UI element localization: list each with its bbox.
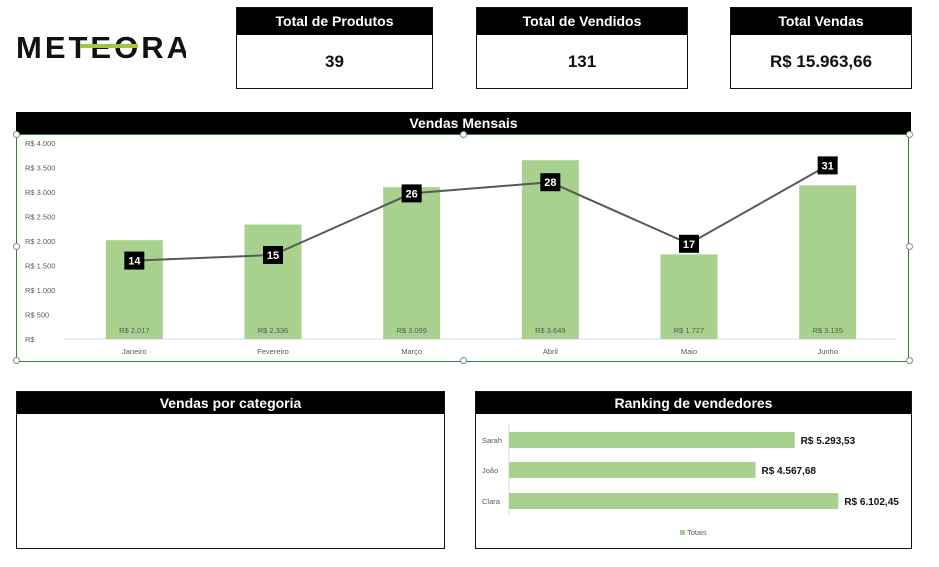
category-label: João: [482, 466, 498, 475]
kpi-label: Total de Vendidos: [477, 8, 687, 35]
bar-value-label: R$ 2.017: [119, 326, 149, 335]
bar-value-label: R$ 2.336: [258, 326, 288, 335]
bar-value-label: R$ 3.099: [396, 326, 426, 335]
line-point-marker: [817, 156, 838, 175]
bar: [799, 185, 857, 339]
kpi-total-produtos: Total de Produtos 39: [236, 7, 433, 89]
bar: [509, 462, 756, 478]
y-tick-label: R$ 3.500: [25, 164, 55, 173]
x-tick-label: Junho: [817, 347, 837, 356]
line-point-marker: [124, 251, 145, 270]
resize-handle[interactable]: [460, 357, 467, 364]
resize-handle[interactable]: [906, 243, 913, 250]
resize-handle[interactable]: [13, 131, 20, 138]
x-tick-label: Março: [401, 347, 422, 356]
category-label: Clara: [482, 497, 501, 506]
y-tick-label: R$ 3.000: [25, 188, 55, 197]
seller-ranking-title: Ranking de vendedores: [476, 392, 911, 414]
legend-label: Totais: [687, 528, 707, 537]
bar-value-label: R$ 5.293,53: [801, 436, 856, 447]
line-point-marker: [540, 173, 561, 192]
monthly-sales-title: Vendas Mensais: [16, 112, 911, 134]
y-tick-label: R$ 4.000: [25, 139, 55, 148]
x-tick-label: Abril: [543, 347, 558, 356]
kpi-total-vendas: Total Vendas R$ 15.963,66: [730, 7, 912, 89]
bar-value-label: R$ 4.567,68: [762, 466, 817, 477]
resize-handle[interactable]: [13, 243, 20, 250]
category-label: Sarah: [482, 436, 502, 445]
line-point-marker: [679, 234, 699, 253]
bar: [509, 432, 795, 448]
line-point-marker: [263, 246, 283, 264]
kpi-value: 131: [567, 52, 597, 71]
monthly-sales-panel: Vendas Mensais R$ R$ 500 R$ 1.000 R$ 1.500 R…: [13, 112, 913, 364]
line-value-label: 17: [683, 239, 695, 251]
line-point-marker: [401, 184, 422, 203]
kpi-label: Total de Produtos: [237, 8, 432, 35]
seller-ranking-panel: Ranking de vendedores Sarah R$ 5.293,53 Jo…: [475, 391, 912, 549]
y-tick-label: R$: [25, 335, 35, 344]
bar-value-label: R$ 3.135: [812, 326, 842, 335]
resize-handle[interactable]: [460, 131, 467, 138]
legend-swatch: [680, 530, 685, 535]
x-tick-label: Maio: [681, 347, 697, 356]
resize-handle[interactable]: [13, 357, 20, 364]
y-tick-label: R$ 2.000: [25, 237, 55, 246]
line-value-label: 26: [406, 188, 418, 200]
meteora-logo: METEORA: [16, 30, 186, 65]
line-value-label: 14: [128, 256, 141, 268]
kpi-total-vendidos: Total de Vendidos 131: [476, 7, 688, 89]
line-value-label: 28: [544, 177, 556, 189]
bar-value-label: R$ 3.649: [535, 326, 565, 335]
y-tick-label: R$ 500: [25, 311, 49, 320]
kpi-label: Total Vendas: [731, 8, 911, 35]
y-tick-label: R$ 2.500: [25, 213, 55, 222]
logo-accent-bar: [80, 44, 138, 48]
bar-value-label: R$ 6.102,45: [844, 497, 899, 508]
x-tick-label: Janeiro: [122, 347, 147, 356]
monthly-sales-chart: R$ R$ 500 R$ 1.000 R$ 1.500 R$ 2.000 R$ 2.500…: [25, 139, 897, 356]
monthly-sales-chart-area[interactable]: R$ R$ 500 R$ 1.000 R$ 1.500 R$ 2.000 R$ 2.500…: [16, 134, 909, 362]
category-sales-panel: Vendas por categoria: [16, 391, 445, 549]
bar: [660, 254, 718, 339]
x-tick-label: Fevereiro: [257, 347, 289, 356]
resize-handle[interactable]: [906, 131, 913, 138]
resize-handle[interactable]: [906, 357, 913, 364]
bar: [509, 493, 839, 509]
line-value-label: 15: [267, 250, 279, 262]
line-series: [134, 164, 829, 262]
bar: [383, 187, 441, 339]
bar-value-label: R$ 1.727: [674, 326, 704, 335]
category-sales-title: Vendas por categoria: [17, 392, 444, 414]
y-tick-label: R$ 1.500: [25, 262, 55, 271]
bar: [244, 224, 302, 339]
y-tick-label: R$ 1.000: [25, 286, 55, 295]
seller-ranking-chart: Sarah R$ 5.293,53 João R$ 4.567,68 Clara R$ 6…: [482, 424, 899, 537]
line-value-label: 31: [822, 160, 834, 172]
kpi-value: 39: [325, 52, 344, 71]
kpi-value: R$ 15.963,66: [769, 52, 873, 71]
